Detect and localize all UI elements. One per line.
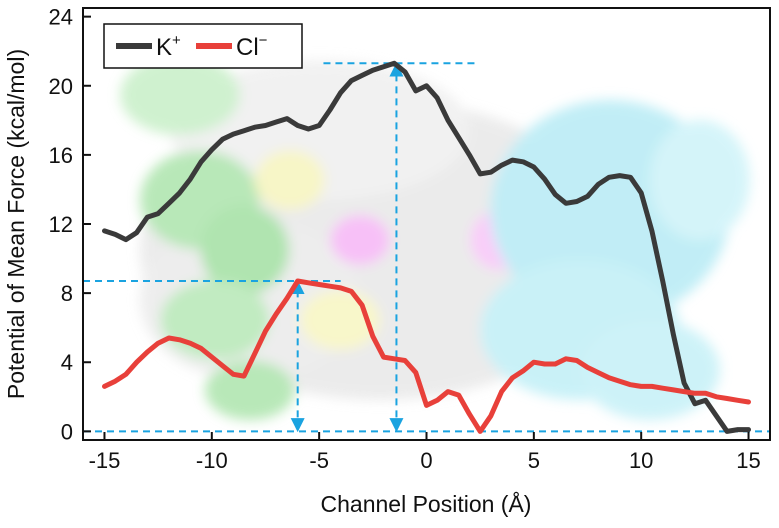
x-tick-label: 15 bbox=[736, 448, 760, 473]
y-tick-label: 16 bbox=[49, 143, 73, 168]
y-tick-label: 4 bbox=[61, 350, 73, 375]
x-axis-title: Channel Position (Å) bbox=[321, 490, 532, 517]
x-tick-label: 5 bbox=[528, 448, 540, 473]
y-tick-label: 24 bbox=[49, 5, 73, 30]
cl-pmf-line bbox=[102, 278, 751, 434]
annotation-layer bbox=[83, 62, 770, 433]
x-tick-label: 10 bbox=[629, 448, 653, 473]
legend: K+ Cl− bbox=[103, 23, 303, 69]
y-tick-label: 8 bbox=[61, 281, 73, 306]
x-tick-label: -10 bbox=[196, 448, 228, 473]
x-tick-label: 0 bbox=[420, 448, 432, 473]
y-tick-label: 20 bbox=[49, 74, 73, 99]
legend-k-label: K+ bbox=[156, 32, 181, 61]
y-tick-label: 0 bbox=[61, 419, 73, 444]
k-pmf-line bbox=[102, 60, 751, 434]
y-tick-label: 12 bbox=[49, 212, 73, 237]
series-layer bbox=[102, 60, 751, 434]
axis-ticks: -15 -10 -5 0 5 10 15 0 4 8 12 16 20 24 bbox=[49, 5, 761, 473]
x-tick-label: -15 bbox=[89, 448, 121, 473]
legend-cl-label: Cl− bbox=[236, 32, 268, 61]
x-tick-label: -5 bbox=[309, 448, 329, 473]
y-axis-title: Potential of Mean Force (kcal/mol) bbox=[3, 49, 29, 399]
